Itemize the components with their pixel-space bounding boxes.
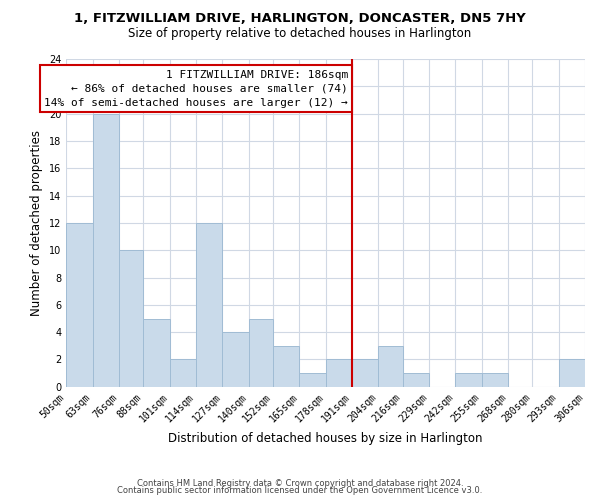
Text: 1 FITZWILLIAM DRIVE: 186sqm
← 86% of detached houses are smaller (74)
14% of sem: 1 FITZWILLIAM DRIVE: 186sqm ← 86% of det… [44, 70, 348, 108]
Text: Size of property relative to detached houses in Harlington: Size of property relative to detached ho… [128, 28, 472, 40]
Bar [196, 223, 222, 387]
Bar [299, 373, 326, 387]
Bar [273, 346, 299, 387]
Text: 1, FITZWILLIAM DRIVE, HARLINGTON, DONCASTER, DN5 7HY: 1, FITZWILLIAM DRIVE, HARLINGTON, DONCAS… [74, 12, 526, 26]
X-axis label: Distribution of detached houses by size in Harlington: Distribution of detached houses by size … [169, 432, 483, 445]
Bar [455, 373, 482, 387]
Bar [119, 250, 143, 387]
Bar [379, 346, 403, 387]
Bar [585, 373, 600, 387]
Bar [482, 373, 508, 387]
Bar [326, 360, 352, 387]
Y-axis label: Number of detached properties: Number of detached properties [31, 130, 43, 316]
Text: Contains HM Land Registry data © Crown copyright and database right 2024.: Contains HM Land Registry data © Crown c… [137, 478, 463, 488]
Bar [222, 332, 248, 387]
Bar [170, 360, 196, 387]
Text: Contains public sector information licensed under the Open Government Licence v3: Contains public sector information licen… [118, 486, 482, 495]
Bar [559, 360, 585, 387]
Bar [92, 114, 119, 387]
Bar [66, 223, 92, 387]
Bar [352, 360, 379, 387]
Bar [248, 318, 273, 387]
Bar [143, 318, 170, 387]
Bar [403, 373, 429, 387]
